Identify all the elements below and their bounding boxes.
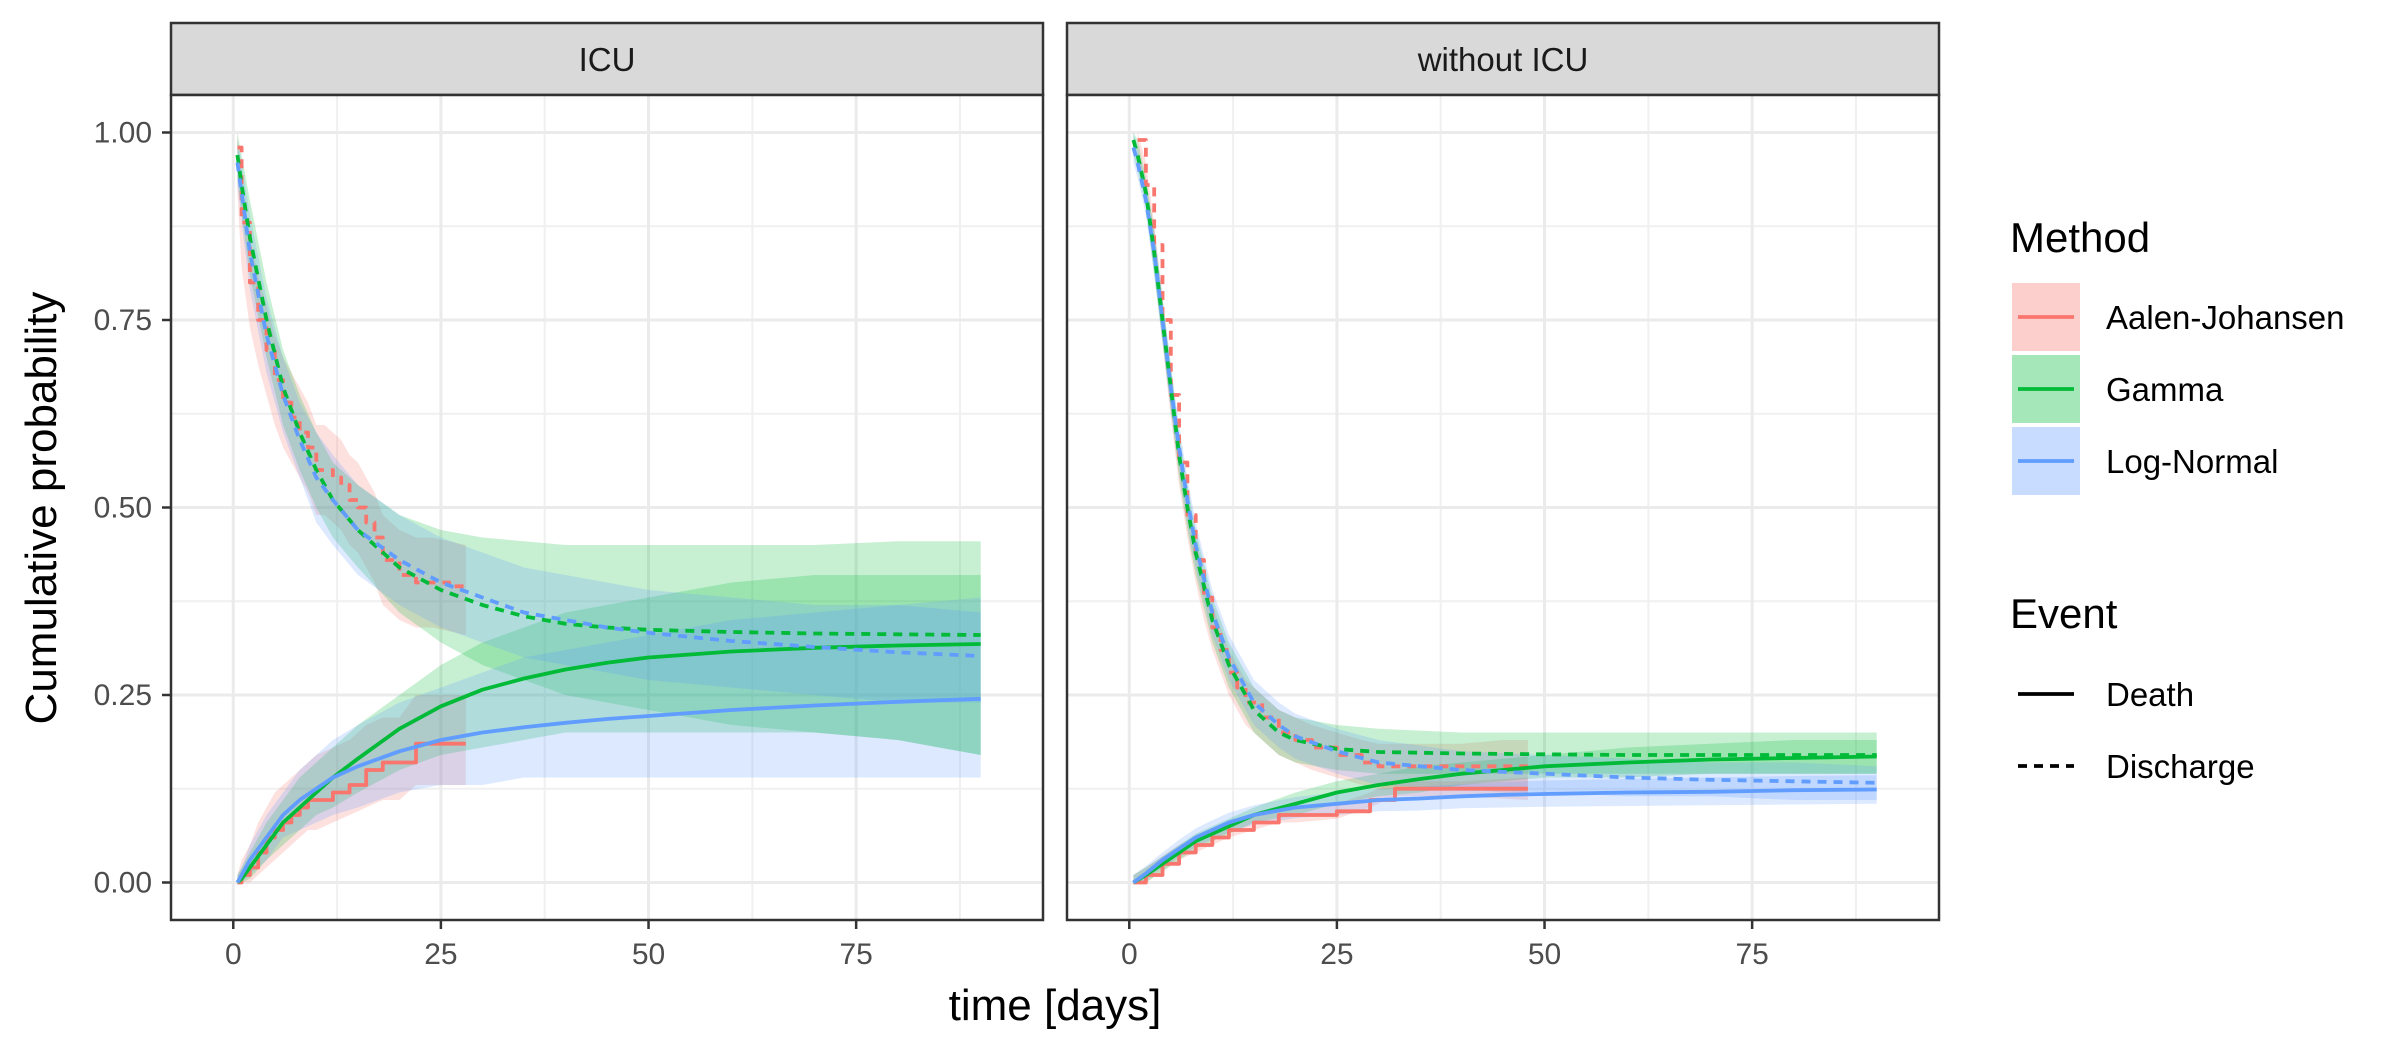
x-tick-label: 75 — [1735, 938, 1768, 971]
series-line-aalen-johansen-death-icu — [237, 741, 466, 885]
series-lines-icu — [235, 145, 981, 885]
series-line-gamma-discharge-icu — [235, 154, 981, 637]
series-line-gamma-death-without-icu — [1132, 754, 1877, 885]
legend-label-aalen-johansen: Aalen-Johansen — [2106, 299, 2345, 336]
series-lines-without-icu — [1131, 138, 1877, 885]
facet-panel-without-icu: without ICU 0 25 50 75 — [1065, 21, 1941, 971]
y-tick-label: 0.25 — [94, 679, 152, 712]
x-axis-without-icu: 0 25 50 75 — [1121, 920, 1769, 971]
series-line-log-normal-discharge-icu — [235, 162, 981, 658]
x-tick-label: 0 — [1121, 938, 1138, 971]
legend-label-death: Death — [2106, 676, 2194, 713]
confidence-band-aalen-johansen-death-icu — [237, 695, 466, 883]
x-tick-label: 50 — [1528, 938, 1561, 971]
x-tick-label: 50 — [632, 938, 665, 971]
x-axis-title: time [days] — [949, 981, 1162, 1030]
facet-label-icu: ICU — [579, 41, 636, 78]
confidence-band-gamma-death-icu — [237, 575, 981, 883]
panel-border-without-icu — [1065, 93, 1941, 922]
legend-method-keys: Aalen-Johansen Gamma Log-Normal — [2012, 283, 2345, 495]
confidence-band-log-normal-death-icu — [237, 597, 981, 883]
facet-panel-icu: ICU 0 25 50 75 — [169, 21, 1045, 971]
legend-event-keys: Death Discharge — [2018, 676, 2255, 785]
x-tick-label: 0 — [225, 938, 242, 971]
x-axis-icu: 0 25 50 75 — [225, 920, 873, 971]
confidence-band-log-normal-discharge-icu — [237, 140, 981, 703]
confidence-band-log-normal-death-without-icu — [1133, 775, 1877, 883]
y-tick-label: 1.00 — [94, 117, 152, 150]
series-line-log-normal-death-without-icu — [1132, 787, 1877, 885]
series-line-gamma-discharge-without-icu — [1131, 139, 1877, 757]
x-tick-label: 25 — [424, 938, 457, 971]
legend-label-log-normal: Log-Normal — [2106, 443, 2278, 480]
y-axis: 0.00 0.25 0.50 0.75 1.00 — [94, 117, 171, 900]
facet-strip-icu — [169, 21, 1045, 97]
y-axis-title: Cumulative probability — [17, 292, 66, 725]
y-tick-label: 0.50 — [94, 492, 152, 525]
series-line-log-normal-death-icu — [235, 696, 981, 884]
x-tick-label: 75 — [839, 938, 872, 971]
gridlines-icu — [171, 95, 1043, 920]
confidence-band-aalen-johansen-discharge-icu — [237, 132, 466, 635]
legend: Method Aalen-Johansen Gamma Log-Normal Eve… — [2010, 214, 2345, 785]
y-tick-label: 0.00 — [94, 867, 152, 900]
legend-label-gamma: Gamma — [2106, 371, 2224, 408]
facet-strip-without-icu — [1065, 21, 1941, 97]
series-line-gamma-death-icu — [236, 642, 981, 884]
y-tick-label: 0.75 — [94, 304, 152, 337]
legend-label-discharge: Discharge — [2106, 748, 2255, 785]
x-tick-label: 25 — [1320, 938, 1353, 971]
legend-title-method: Method — [2010, 214, 2150, 261]
series-line-aalen-johansen-discharge-icu — [237, 145, 468, 590]
confidence-band-gamma-discharge-icu — [237, 132, 981, 755]
confidence-bands-icu — [237, 132, 981, 883]
series-line-log-normal-discharge-without-icu — [1131, 146, 1877, 785]
legend-title-event: Event — [2010, 590, 2118, 637]
facet-label-without-icu: without ICU — [1417, 41, 1589, 78]
